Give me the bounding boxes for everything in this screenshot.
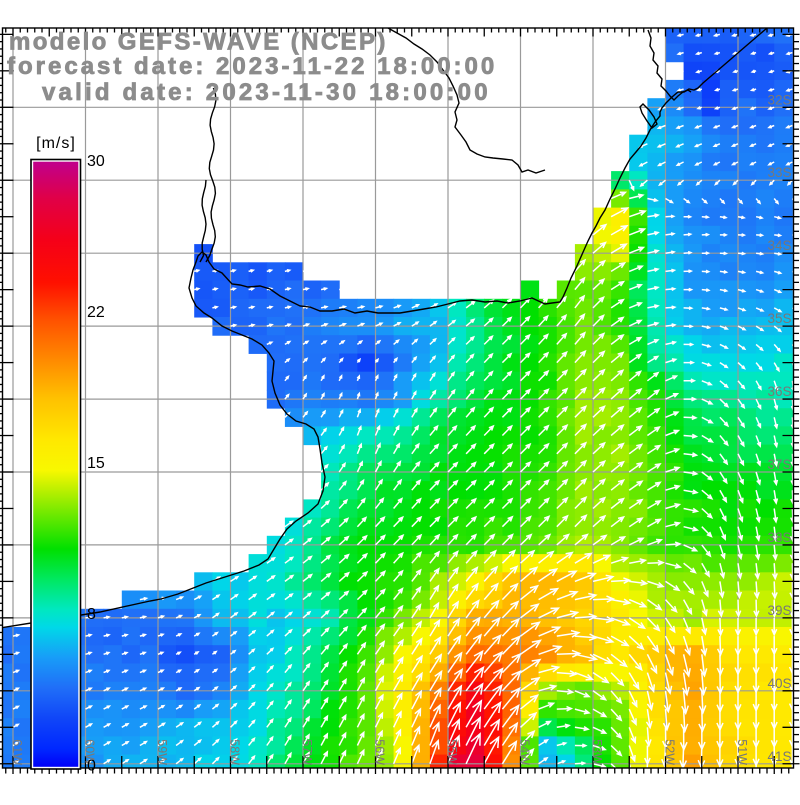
- svg-text:58W: 58W: [228, 739, 242, 765]
- svg-text:56W: 56W: [373, 739, 387, 765]
- svg-text:33S: 33S: [767, 165, 791, 180]
- svg-text:59W: 59W: [155, 739, 169, 765]
- svg-text:37S: 37S: [767, 457, 791, 472]
- svg-text:41S: 41S: [767, 749, 791, 764]
- svg-text:39S: 39S: [767, 603, 791, 618]
- svg-text:0: 0: [87, 758, 96, 775]
- svg-text:40S: 40S: [767, 676, 791, 691]
- svg-text:15: 15: [87, 455, 105, 472]
- svg-text:36S: 36S: [767, 384, 791, 399]
- svg-text:34S: 34S: [767, 238, 791, 253]
- svg-text:38S: 38S: [767, 530, 791, 545]
- svg-text:valid date: 2023-11-30 18:00:0: valid date: 2023-11-30 18:00:00: [42, 79, 491, 106]
- svg-text:55W: 55W: [445, 739, 459, 765]
- svg-text:[m/s]: [m/s]: [36, 135, 76, 152]
- svg-text:32S: 32S: [767, 92, 791, 107]
- svg-text:51W: 51W: [735, 739, 749, 765]
- svg-text:60W: 60W: [83, 739, 97, 765]
- svg-text:22: 22: [87, 304, 105, 321]
- svg-text:52W: 52W: [663, 739, 677, 765]
- svg-text:54W: 54W: [518, 739, 532, 765]
- svg-text:8: 8: [87, 606, 96, 623]
- svg-text:61W: 61W: [10, 739, 24, 765]
- svg-text:53W: 53W: [590, 739, 604, 765]
- svg-text:modelo GEFS-WAVE (NCEP): modelo GEFS-WAVE (NCEP): [9, 29, 388, 56]
- svg-text:forecast date: 2023-11-22 18:0: forecast date: 2023-11-22 18:00:00: [7, 53, 497, 80]
- svg-text:35S: 35S: [767, 311, 791, 326]
- svg-text:57W: 57W: [300, 739, 314, 765]
- svg-text:30: 30: [87, 153, 105, 170]
